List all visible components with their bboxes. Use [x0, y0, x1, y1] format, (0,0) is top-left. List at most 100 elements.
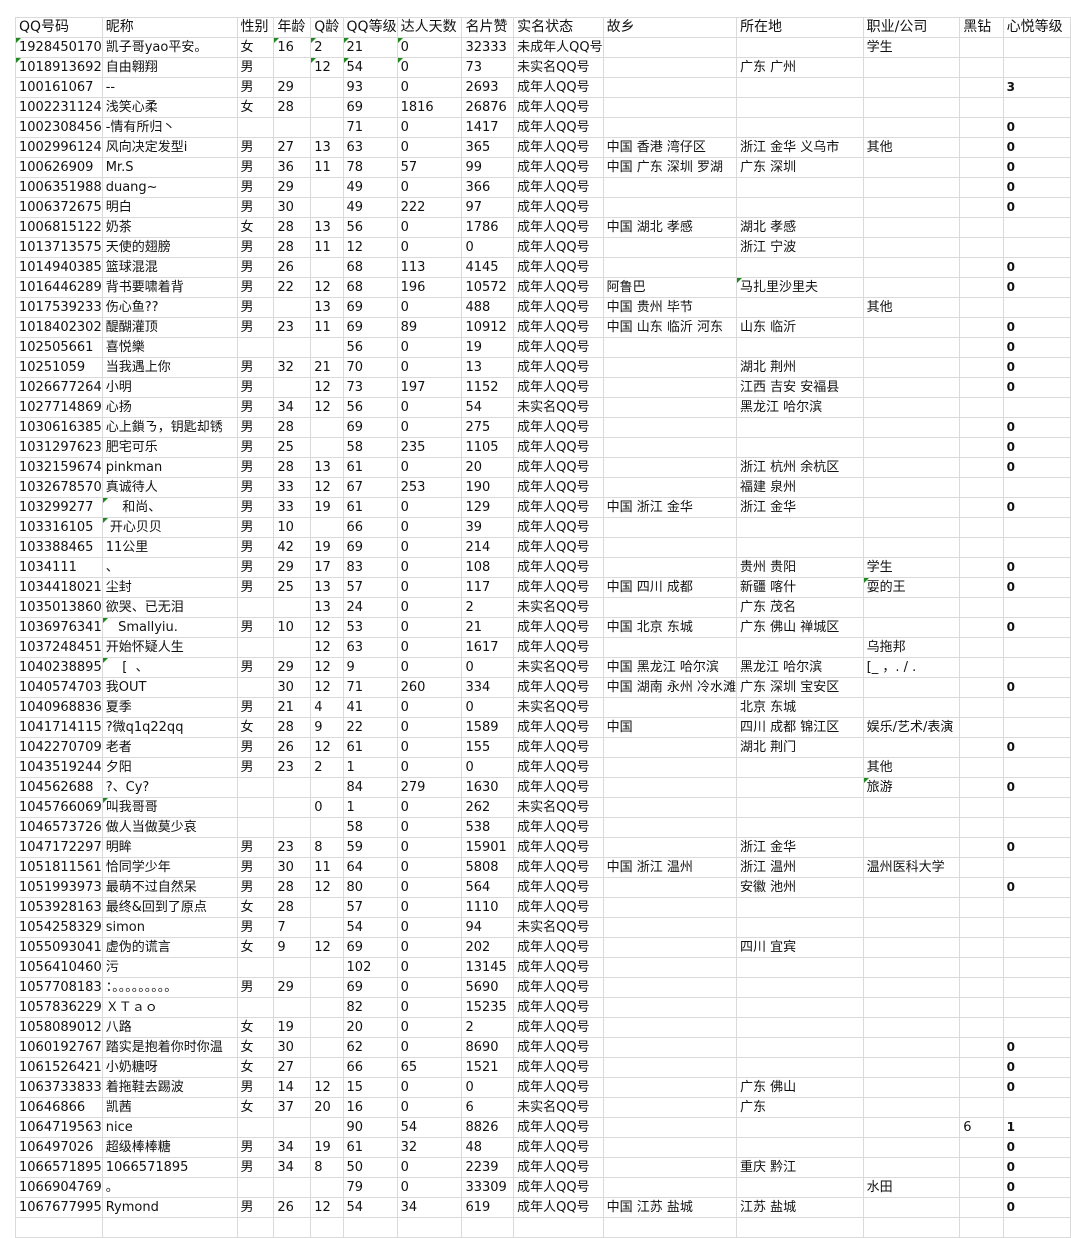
cell-expert-days[interactable]: 0 [396, 357, 463, 378]
cell-age[interactable]: 10 [273, 617, 312, 638]
cell-black-diamond[interactable] [959, 1217, 1004, 1238]
cell-qq-level[interactable]: 53 [342, 617, 398, 638]
cell-q-age[interactable]: 12 [310, 377, 344, 398]
cell-location[interactable] [736, 1037, 864, 1058]
cell-hometown[interactable] [602, 937, 738, 958]
cell-expert-days[interactable]: 0 [396, 1017, 463, 1038]
cell-expert-days[interactable]: 65 [396, 1057, 463, 1078]
cell-card-likes[interactable]: 13145 [461, 957, 515, 978]
cell-q-age[interactable] [310, 117, 344, 138]
cell-qq-level[interactable]: 71 [342, 117, 398, 138]
cell-q-age[interactable] [310, 417, 344, 438]
cell-location[interactable]: 新疆 喀什 [736, 577, 864, 598]
cell-nickname[interactable]: 老者 [101, 737, 238, 758]
cell-qq-number[interactable]: 10251059 [15, 357, 103, 378]
cell-nickname[interactable]: pinkman [101, 457, 238, 478]
cell-q-age[interactable]: 20 [310, 1097, 344, 1118]
cell-card-likes[interactable]: 129 [461, 497, 515, 518]
cell-qq-level[interactable]: 69 [342, 937, 398, 958]
cell-nickname[interactable]: Rymond [101, 1197, 238, 1218]
column-header-qq-level[interactable]: QQ等级 [342, 17, 398, 38]
cell-card-likes[interactable]: 33309 [461, 1177, 515, 1198]
cell-qq-level[interactable]: 68 [342, 277, 398, 298]
cell-qq-level[interactable]: 78 [342, 157, 398, 178]
cell-card-likes[interactable]: 190 [461, 477, 515, 498]
cell-occupation[interactable] [862, 537, 961, 558]
cell-expert-days[interactable]: 0 [396, 497, 463, 518]
cell-nickname[interactable]: 污 [101, 957, 238, 978]
cell-realname-status[interactable]: 成年人QQ号 [513, 177, 604, 198]
cell-expert-days[interactable]: 235 [396, 437, 463, 458]
cell-qq-number[interactable]: 1042270709 [15, 737, 103, 758]
cell-nickname[interactable]: 风向决定发型i [101, 137, 238, 158]
cell-location[interactable]: 湖北 孝感 [736, 217, 864, 238]
cell-location[interactable]: 浙江 金华 [736, 837, 864, 858]
cell-realname-status[interactable]: 成年人QQ号 [513, 437, 604, 458]
cell-occupation[interactable] [862, 157, 961, 178]
cell-qq-level[interactable]: 69 [342, 417, 398, 438]
cell-q-age[interactable]: 12 [310, 477, 344, 498]
cell-black-diamond[interactable] [959, 1197, 1004, 1218]
cell-gender[interactable]: 男 [236, 657, 275, 678]
cell-qq-level[interactable]: 57 [342, 577, 398, 598]
cell-occupation[interactable] [862, 417, 961, 438]
cell-xinyue-level[interactable]: 0 [1002, 1137, 1071, 1158]
cell-gender[interactable] [236, 1177, 275, 1198]
cell-black-diamond[interactable] [959, 497, 1004, 518]
cell-location[interactable]: 广东 佛山 [736, 1077, 864, 1098]
cell-card-likes[interactable]: 1589 [461, 717, 515, 738]
cell-qq-level[interactable]: 41 [342, 697, 398, 718]
cell-occupation[interactable] [862, 957, 961, 978]
cell-location[interactable]: 广东 深圳 宝安区 [736, 677, 864, 698]
cell-hometown[interactable]: 中国 黑龙江 哈尔滨 [602, 657, 738, 678]
cell-xinyue-level[interactable] [1002, 1217, 1071, 1238]
cell-occupation[interactable] [862, 457, 961, 478]
cell-expert-days[interactable]: 0 [396, 1077, 463, 1098]
cell-card-likes[interactable]: 365 [461, 137, 515, 158]
cell-occupation[interactable] [862, 377, 961, 398]
cell-gender[interactable]: 男 [236, 457, 275, 478]
cell-expert-days[interactable]: 0 [396, 557, 463, 578]
cell-hometown[interactable] [602, 97, 738, 118]
cell-realname-status[interactable]: 成年人QQ号 [513, 737, 604, 758]
cell-xinyue-level[interactable]: 0 [1002, 117, 1071, 138]
cell-expert-days[interactable]: 0 [396, 1177, 463, 1198]
cell-q-age[interactable] [310, 917, 344, 938]
cell-qq-number[interactable]: 1051811561 [15, 857, 103, 878]
cell-qq-number[interactable]: 1016446289 [15, 277, 103, 298]
cell-qq-level[interactable]: 73 [342, 377, 398, 398]
cell-location[interactable]: 浙江 金华 义乌市 [736, 137, 864, 158]
cell-realname-status[interactable]: 成年人QQ号 [513, 157, 604, 178]
cell-card-likes[interactable]: 26876 [461, 97, 515, 118]
cell-black-diamond[interactable] [959, 257, 1004, 278]
cell-location[interactable]: 广东 深圳 [736, 157, 864, 178]
cell-qq-number[interactable]: 1002231124 [15, 97, 103, 118]
cell-realname-status[interactable]: 未实名QQ号 [513, 597, 604, 618]
cell-occupation[interactable] [862, 1197, 961, 1218]
cell-occupation[interactable] [862, 217, 961, 238]
cell-realname-status[interactable]: 成年人QQ号 [513, 1017, 604, 1038]
cell-nickname[interactable]: 夏季 [101, 697, 238, 718]
cell-location[interactable] [736, 997, 864, 1018]
cell-hometown[interactable]: 中国 贵州 毕节 [602, 297, 738, 318]
cell-card-likes[interactable]: 94 [461, 917, 515, 938]
cell-hometown[interactable] [602, 377, 738, 398]
cell-nickname[interactable]: 当我遇上你 [101, 357, 238, 378]
cell-qq-level[interactable]: 16 [342, 1097, 398, 1118]
cell-location[interactable] [736, 1057, 864, 1078]
cell-hometown[interactable] [602, 737, 738, 758]
cell-age[interactable] [273, 337, 312, 358]
cell-location[interactable]: 山东 临沂 [736, 317, 864, 338]
cell-card-likes[interactable]: 4145 [461, 257, 515, 278]
cell-q-age[interactable]: 21 [310, 357, 344, 378]
cell-qq-number[interactable]: 1027714869 [15, 397, 103, 418]
cell-realname-status[interactable]: 成年人QQ号 [513, 417, 604, 438]
cell-location[interactable] [736, 177, 864, 198]
cell-hometown[interactable] [602, 337, 738, 358]
cell-age[interactable] [273, 297, 312, 318]
cell-qq-number[interactable]: 1026677264 [15, 377, 103, 398]
cell-xinyue-level[interactable] [1002, 977, 1071, 998]
cell-card-likes[interactable]: 0 [461, 657, 515, 678]
cell-realname-status[interactable]: 成年人QQ号 [513, 937, 604, 958]
cell-location[interactable] [736, 1017, 864, 1038]
